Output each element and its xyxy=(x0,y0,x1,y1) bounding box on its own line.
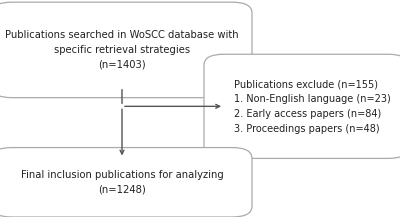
FancyBboxPatch shape xyxy=(0,2,252,98)
Text: Publications exclude (n=155)
1. Non-English language (n=23)
2. Early access pape: Publications exclude (n=155) 1. Non-Engl… xyxy=(234,79,391,133)
FancyBboxPatch shape xyxy=(0,148,252,217)
Text: Publications searched in WoSCC database with
specific retrieval strategies
(n=14: Publications searched in WoSCC database … xyxy=(5,30,239,70)
Text: Final inclusion publications for analyzing
(n=1248): Final inclusion publications for analyzi… xyxy=(21,170,223,195)
FancyBboxPatch shape xyxy=(204,54,400,158)
